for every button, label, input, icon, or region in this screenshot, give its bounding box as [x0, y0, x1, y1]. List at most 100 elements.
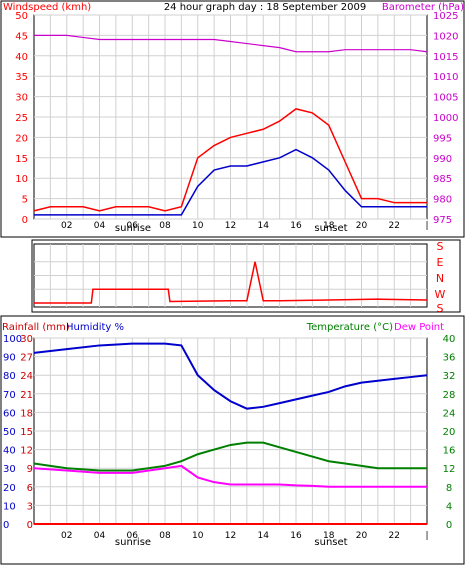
- windspeed-tick-label: 5: [22, 195, 28, 206]
- humidity-tick-label: 40: [3, 446, 16, 457]
- barometer-axis-label: Barometer (hPa): [382, 2, 464, 13]
- temperature-tick-label: 8: [446, 483, 452, 494]
- average-windspeed-line: [34, 148, 427, 216]
- temperature-axis-label: Temperature (°C): [306, 322, 393, 333]
- windspeed-tick-label: 35: [15, 72, 28, 83]
- direction-series: [34, 261, 428, 304]
- windspeed-axis-label: Windspeed (kmh): [3, 2, 91, 13]
- barometer-tick-label: 985: [433, 174, 452, 185]
- windspeed-tick-label: 45: [15, 31, 28, 42]
- windspeed-tick-label: 15: [15, 154, 28, 165]
- rainfall-tick-label: 27: [20, 353, 33, 364]
- temperature-tick-label: 12: [443, 464, 456, 475]
- rainfall-tick-label: 12: [20, 446, 33, 457]
- top-sunrise-label: sunrise: [115, 223, 151, 234]
- temperature-tick-label: 24: [443, 408, 456, 419]
- temperature-tick-label: 40: [443, 334, 456, 345]
- bottom-x-tick-label: 02: [61, 531, 72, 541]
- humidity-tick-label: 70: [3, 390, 16, 401]
- humidity-tick-label: 50: [3, 427, 16, 438]
- top-x-end-mark: |: [425, 221, 428, 231]
- top-x-tick-label: 08: [159, 221, 171, 231]
- windspeed-tick-label: 20: [15, 133, 28, 144]
- top-x-tick-label: 16: [290, 221, 302, 231]
- windspeed-tick-label: 30: [15, 93, 28, 104]
- barometer-tick-label: 1020: [433, 31, 458, 42]
- barometer-tick-label: 995: [433, 133, 452, 144]
- rainfall-tick-label: 15: [20, 427, 33, 438]
- bottom-x-tick-label: 08: [159, 531, 171, 541]
- compass-letter: N: [436, 272, 444, 285]
- compass-letter: S: [437, 240, 444, 253]
- windspeed-tick-label: 40: [15, 52, 28, 63]
- humidity-tick-label: 90: [3, 353, 16, 364]
- humidity-ticks: 0 10 20 30 40 50 60 70 80 90 100: [3, 334, 22, 531]
- bottom-x-tick-label: 18: [323, 531, 335, 541]
- temperature-tick-label: 20: [443, 427, 456, 438]
- compass-letter: S: [437, 302, 444, 315]
- top-x-tick-label: 04: [94, 221, 106, 231]
- humidity-line: [33, 342, 428, 410]
- top-chart-frame: [0, 0, 465, 238]
- bottom-x-ticks: 02 04 06 08 10 12 14 16 18 20 22 |: [61, 531, 429, 541]
- top-series: [33, 34, 428, 216]
- temperature-tick-label: 16: [443, 446, 456, 457]
- temperature-tick-label: 32: [443, 371, 456, 382]
- windspeed-tick-label: 0: [22, 215, 28, 226]
- top-grid: [34, 14, 427, 220]
- temperature-tick-label: 28: [443, 390, 456, 401]
- bottom-x-tick-label: 14: [258, 531, 270, 541]
- temperature-tick-label: 0: [446, 520, 452, 531]
- temperature-tick-label: 36: [443, 353, 456, 364]
- top-x-tick-label: 22: [389, 221, 400, 231]
- windspeed-ticks: 0 5 10 15 20 25 30 35 40 45 50: [15, 11, 28, 226]
- windspeed-line: [33, 108, 427, 212]
- top-x-tick-label: 02: [61, 221, 72, 231]
- top-x-ticks: 02 04 06 08 10 12 14 16 18 20 22 |: [61, 221, 429, 231]
- rainfall-tick-label: 30: [20, 334, 33, 345]
- bottom-x-tick-label: 22: [389, 531, 400, 541]
- barometer-tick-label: 1000: [433, 113, 458, 124]
- rainfall-tick-label: 0: [27, 520, 33, 531]
- dewpoint-line: [33, 464, 427, 488]
- humidity-tick-label: 30: [3, 464, 16, 475]
- top-x-tick-label: 12: [225, 221, 236, 231]
- top-x-tick-label: 20: [356, 221, 368, 231]
- humidity-axis-label: Humidity %: [66, 322, 124, 333]
- barometer-tick-label: 1005: [433, 93, 458, 104]
- humidity-tick-label: 0: [3, 520, 9, 531]
- bottom-sunset-label: sunset: [314, 537, 347, 548]
- temperature-line: [33, 441, 427, 472]
- rainfall-tick-label: 21: [20, 390, 33, 401]
- top-x-tick-label: 10: [192, 221, 204, 231]
- barometer-ticks: 975 980 985 990 995 1000 1005 1010 1015 1020 1025: [433, 11, 458, 226]
- top-sunset-label: sunset: [314, 223, 347, 234]
- rainfall-tick-label: 24: [20, 371, 33, 382]
- top-chart-title: 24 hour graph day : 18 September 2009: [164, 2, 366, 13]
- humidity-tick-label: 10: [3, 501, 16, 512]
- temperature-ticks: 0 4 8 12 16 20 24 28 32 36 40: [443, 334, 456, 531]
- rainfall-tick-label: 6: [27, 483, 33, 494]
- temperature-tick-label: 4: [446, 501, 452, 512]
- compass-letter: W: [435, 288, 446, 301]
- bottom-x-tick-label: 10: [192, 531, 204, 541]
- windspeed-tick-label: 25: [15, 113, 28, 124]
- rainfall-tick-label: 9: [27, 464, 33, 475]
- top-x-tick-label: 06: [127, 221, 139, 231]
- barometer-tick-label: 975: [433, 215, 452, 226]
- bottom-chart-frame: [0, 315, 465, 565]
- bottom-x-end-mark: |: [425, 531, 428, 541]
- rainfall-ticks: 0 3 6 9 12 15 18 21 24 27 30: [20, 334, 33, 531]
- humidity-tick-label: 20: [3, 483, 16, 494]
- dewpoint-axis-label: Dew Point: [394, 322, 444, 333]
- humidity-tick-label: 80: [3, 371, 16, 382]
- barometer-line: [34, 34, 428, 53]
- bottom-series: [33, 342, 428, 525]
- rainfall-tick-label: 18: [20, 408, 33, 419]
- direction-chart-frame: [31, 239, 461, 313]
- bottom-sunrise-label: sunrise: [115, 537, 151, 548]
- humidity-tick-label: 60: [3, 408, 16, 419]
- rainfall-axis-label: Rainfall (mm): [2, 322, 70, 333]
- top-x-tick-label: 18: [323, 221, 335, 231]
- top-x-tick-label: 14: [258, 221, 270, 231]
